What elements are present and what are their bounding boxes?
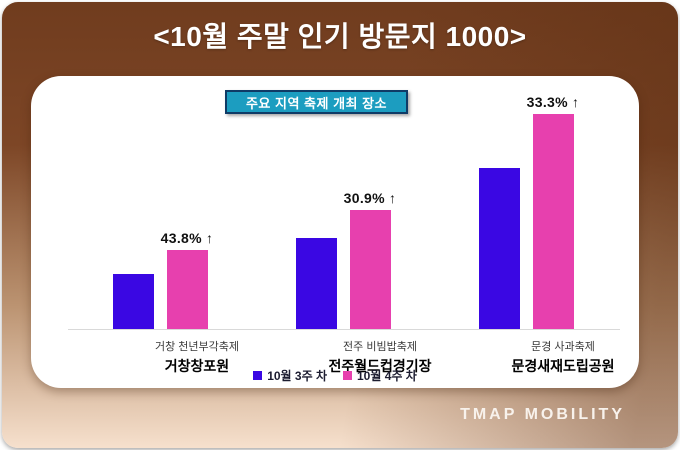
- festival-name: 전주 비빔밥축제: [343, 341, 417, 353]
- bar-group-mungyeong: 33.3% ↑: [478, 79, 579, 329]
- festival-name: 문경 사과축제: [531, 341, 595, 353]
- bar-week4: [532, 114, 574, 329]
- bar-week4: [166, 249, 208, 329]
- venue-name: 전주월드컵경기장: [328, 358, 432, 374]
- category-label-mungyeong: 문경 사과축제 문경새재도립공원: [511, 338, 614, 376]
- x-axis-line: [68, 329, 620, 330]
- percent-change-label: 33.3% ↑: [526, 94, 580, 111]
- legend-swatch-week3: [253, 371, 263, 380]
- chart-card: 주요 지역 축제 개최 장소 43.8% ↑ 30.9% ↑ 33.3% ↑: [31, 76, 639, 388]
- brand-logo: TMAP MOBILITY: [460, 406, 625, 423]
- chart-title-badge: 주요 지역 축제 개최 장소: [225, 90, 408, 114]
- bar-week3: [112, 274, 154, 329]
- festival-name: 거창 천년부각축제: [154, 341, 240, 353]
- category-label-jeonju: 전주 비빔밥축제 전주월드컵경기장: [328, 338, 431, 376]
- legend-label-week3: 10월 3주 차: [267, 369, 327, 383]
- legend-label-week4: 10월 4주 차: [357, 369, 417, 383]
- legend-item-week3: 10월 3주 차: [253, 367, 327, 384]
- page-title: <10월 주말 인기 방문지 1000>: [153, 21, 527, 52]
- percent-change-label: 43.8% ↑: [160, 229, 214, 246]
- legend: 10월 3주 차 10월 4주 차: [31, 367, 639, 384]
- venue-name: 문경새재도립공원: [511, 358, 615, 374]
- bar-week3: [295, 237, 337, 329]
- percent-change-label: 30.9% ↑: [343, 189, 397, 206]
- category-label-geochang: 거창 천년부각축제 거창창포원: [155, 338, 239, 376]
- bar-group-geochang: 43.8% ↑: [112, 79, 213, 329]
- bar-week4: [349, 209, 391, 329]
- venue-name: 거창창포원: [164, 358, 230, 374]
- bar-chart: 43.8% ↑ 30.9% ↑ 33.3% ↑ 거창 천년부각축제 거창창: [68, 78, 620, 374]
- bar-week3: [478, 167, 520, 329]
- legend-swatch-week4: [343, 371, 352, 380]
- bar-group-jeonju: 30.9% ↑: [295, 79, 396, 329]
- legend-item-week4: 10월 4주 차: [343, 367, 417, 384]
